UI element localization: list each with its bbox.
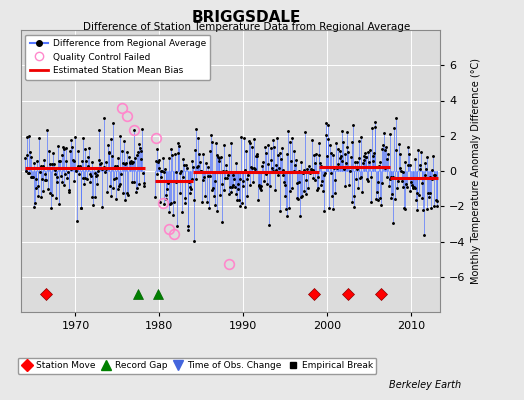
- Y-axis label: Monthly Temperature Anomaly Difference (°C): Monthly Temperature Anomaly Difference (…: [471, 58, 481, 284]
- Text: Berkeley Earth: Berkeley Earth: [389, 380, 461, 390]
- Text: BRIGGSDALE: BRIGGSDALE: [192, 10, 301, 25]
- Text: Difference of Station Temperature Data from Regional Average: Difference of Station Temperature Data f…: [83, 22, 410, 32]
- Legend: Station Move, Record Gap, Time of Obs. Change, Empirical Break: Station Move, Record Gap, Time of Obs. C…: [18, 358, 376, 374]
